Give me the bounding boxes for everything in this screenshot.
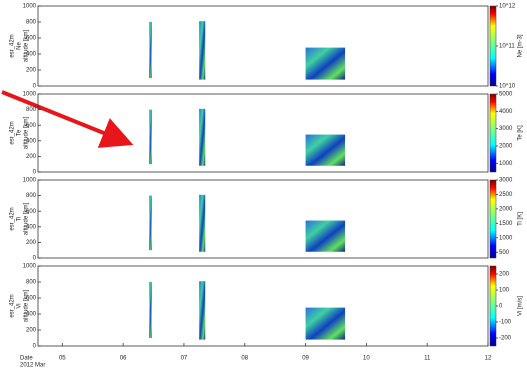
colorbar-tick-label: -100 [499,320,512,326]
data-segment [149,195,152,251]
x-tick-label: 07 [181,356,188,362]
colorbar-label: Vi [m/s] [518,296,524,316]
y-axis-label: altitude [km] [24,203,30,236]
plot-frame [37,93,489,173]
colorbar-tick-label: 1000 [499,235,513,241]
colorbar-tick-label: 2000 [499,206,513,212]
y-axis-label: esr_42m [10,294,16,317]
y-axis-label: esr_42m [10,207,16,230]
data-segment [305,134,346,166]
y-tick-label: 400 [26,138,37,144]
data-segment [305,307,346,340]
data-segment [199,108,206,166]
plot-frame [37,265,489,347]
colorbar-label: Ne [m-3] [518,34,524,57]
y-tick-label: 800 [26,280,37,286]
y-axis-label: altitude [km] [24,117,30,150]
data-segment [149,109,152,165]
data-segment [305,47,346,80]
y-tick-label: 200 [26,68,37,74]
x-tick-label: 06 [120,356,127,362]
plot-frame [37,179,489,259]
y-tick-label: 800 [26,20,37,26]
y-tick-label: 1000 [23,264,37,270]
colorbar [489,265,497,347]
y-tick-label: 400 [26,52,37,58]
x-tick-label: 11 [424,356,431,362]
colorbar-tick-label: 200 [499,272,510,278]
y-tick-label: 0 [33,344,37,350]
y-tick-label: 1000 [23,178,37,184]
y-axis-label: Ti [17,217,23,222]
y-tick-label: 600 [26,209,37,215]
y-tick-label: 400 [26,224,37,230]
y-axis-label: esr_42m [10,34,16,57]
y-tick-label: 800 [26,193,37,199]
y-tick-label: 1000 [23,4,37,10]
y-tick-label: 600 [26,123,37,129]
data-segment [305,220,346,252]
colorbar-tick-label: 2500 [499,192,513,198]
colorbar-tick-label: 0 [499,304,503,310]
colorbar-tick-label: 100 [499,288,510,294]
colorbar [489,93,497,173]
colorbar-tick-label: 1500 [499,221,513,227]
y-tick-label: 0 [33,84,37,90]
x-axis-label: Date [20,356,33,362]
colorbar-tick-label: 5000 [499,92,513,98]
colorbar-label: Ti [K] [518,212,524,226]
x-tick-label: 05 [59,356,66,362]
x-tick-label: 12 [485,356,492,362]
y-axis-label: Ne [17,42,23,50]
y-tick-label: 600 [26,36,37,42]
colorbar-tick-label: 2000 [499,144,513,150]
data-segment [199,281,206,340]
y-axis-label: Te [17,129,23,136]
data-segment [149,22,152,78]
data-segment [199,194,206,252]
colorbar-tick-label: -200 [499,336,512,342]
x-tick-label: 08 [241,356,248,362]
y-tick-label: 200 [26,240,37,246]
colorbar-tick-label: 10^12 [499,4,516,10]
x-tick-label: 10 [363,356,370,362]
y-tick-label: 200 [26,328,37,334]
y-axis-label: altitude [km] [24,290,30,323]
y-tick-label: 400 [26,312,37,318]
colorbar [489,5,497,87]
colorbar-tick-label: 3000 [499,178,513,184]
y-axis-label: Vi [17,303,23,308]
y-tick-label: 0 [33,256,37,262]
x-axis-label: 2012 Mar [20,363,45,369]
colorbar-tick-label: 3000 [499,126,513,132]
data-segment [199,21,206,80]
pointer-arrow [1,90,134,148]
colorbar-tick-label: 500 [499,250,510,256]
colorbar-label: Te [K] [518,125,524,141]
plot-frame [37,5,489,87]
colorbar [489,179,497,259]
colorbar-tick-label: 4000 [499,109,513,115]
y-axis-label: esr_42m [10,121,16,144]
y-axis-label: altitude [km] [24,30,30,63]
y-tick-label: 600 [26,296,37,302]
colorbar-tick-label: 10^11 [499,44,515,50]
colorbar-tick-label: 1000 [499,161,513,167]
y-tick-label: 1000 [23,92,37,98]
y-tick-label: 800 [26,107,37,113]
y-tick-label: 200 [26,154,37,160]
data-segment [149,282,152,338]
colorbar-tick-label: 10^10 [499,84,516,90]
x-tick-label: 09 [302,356,309,362]
y-tick-label: 0 [33,170,37,176]
